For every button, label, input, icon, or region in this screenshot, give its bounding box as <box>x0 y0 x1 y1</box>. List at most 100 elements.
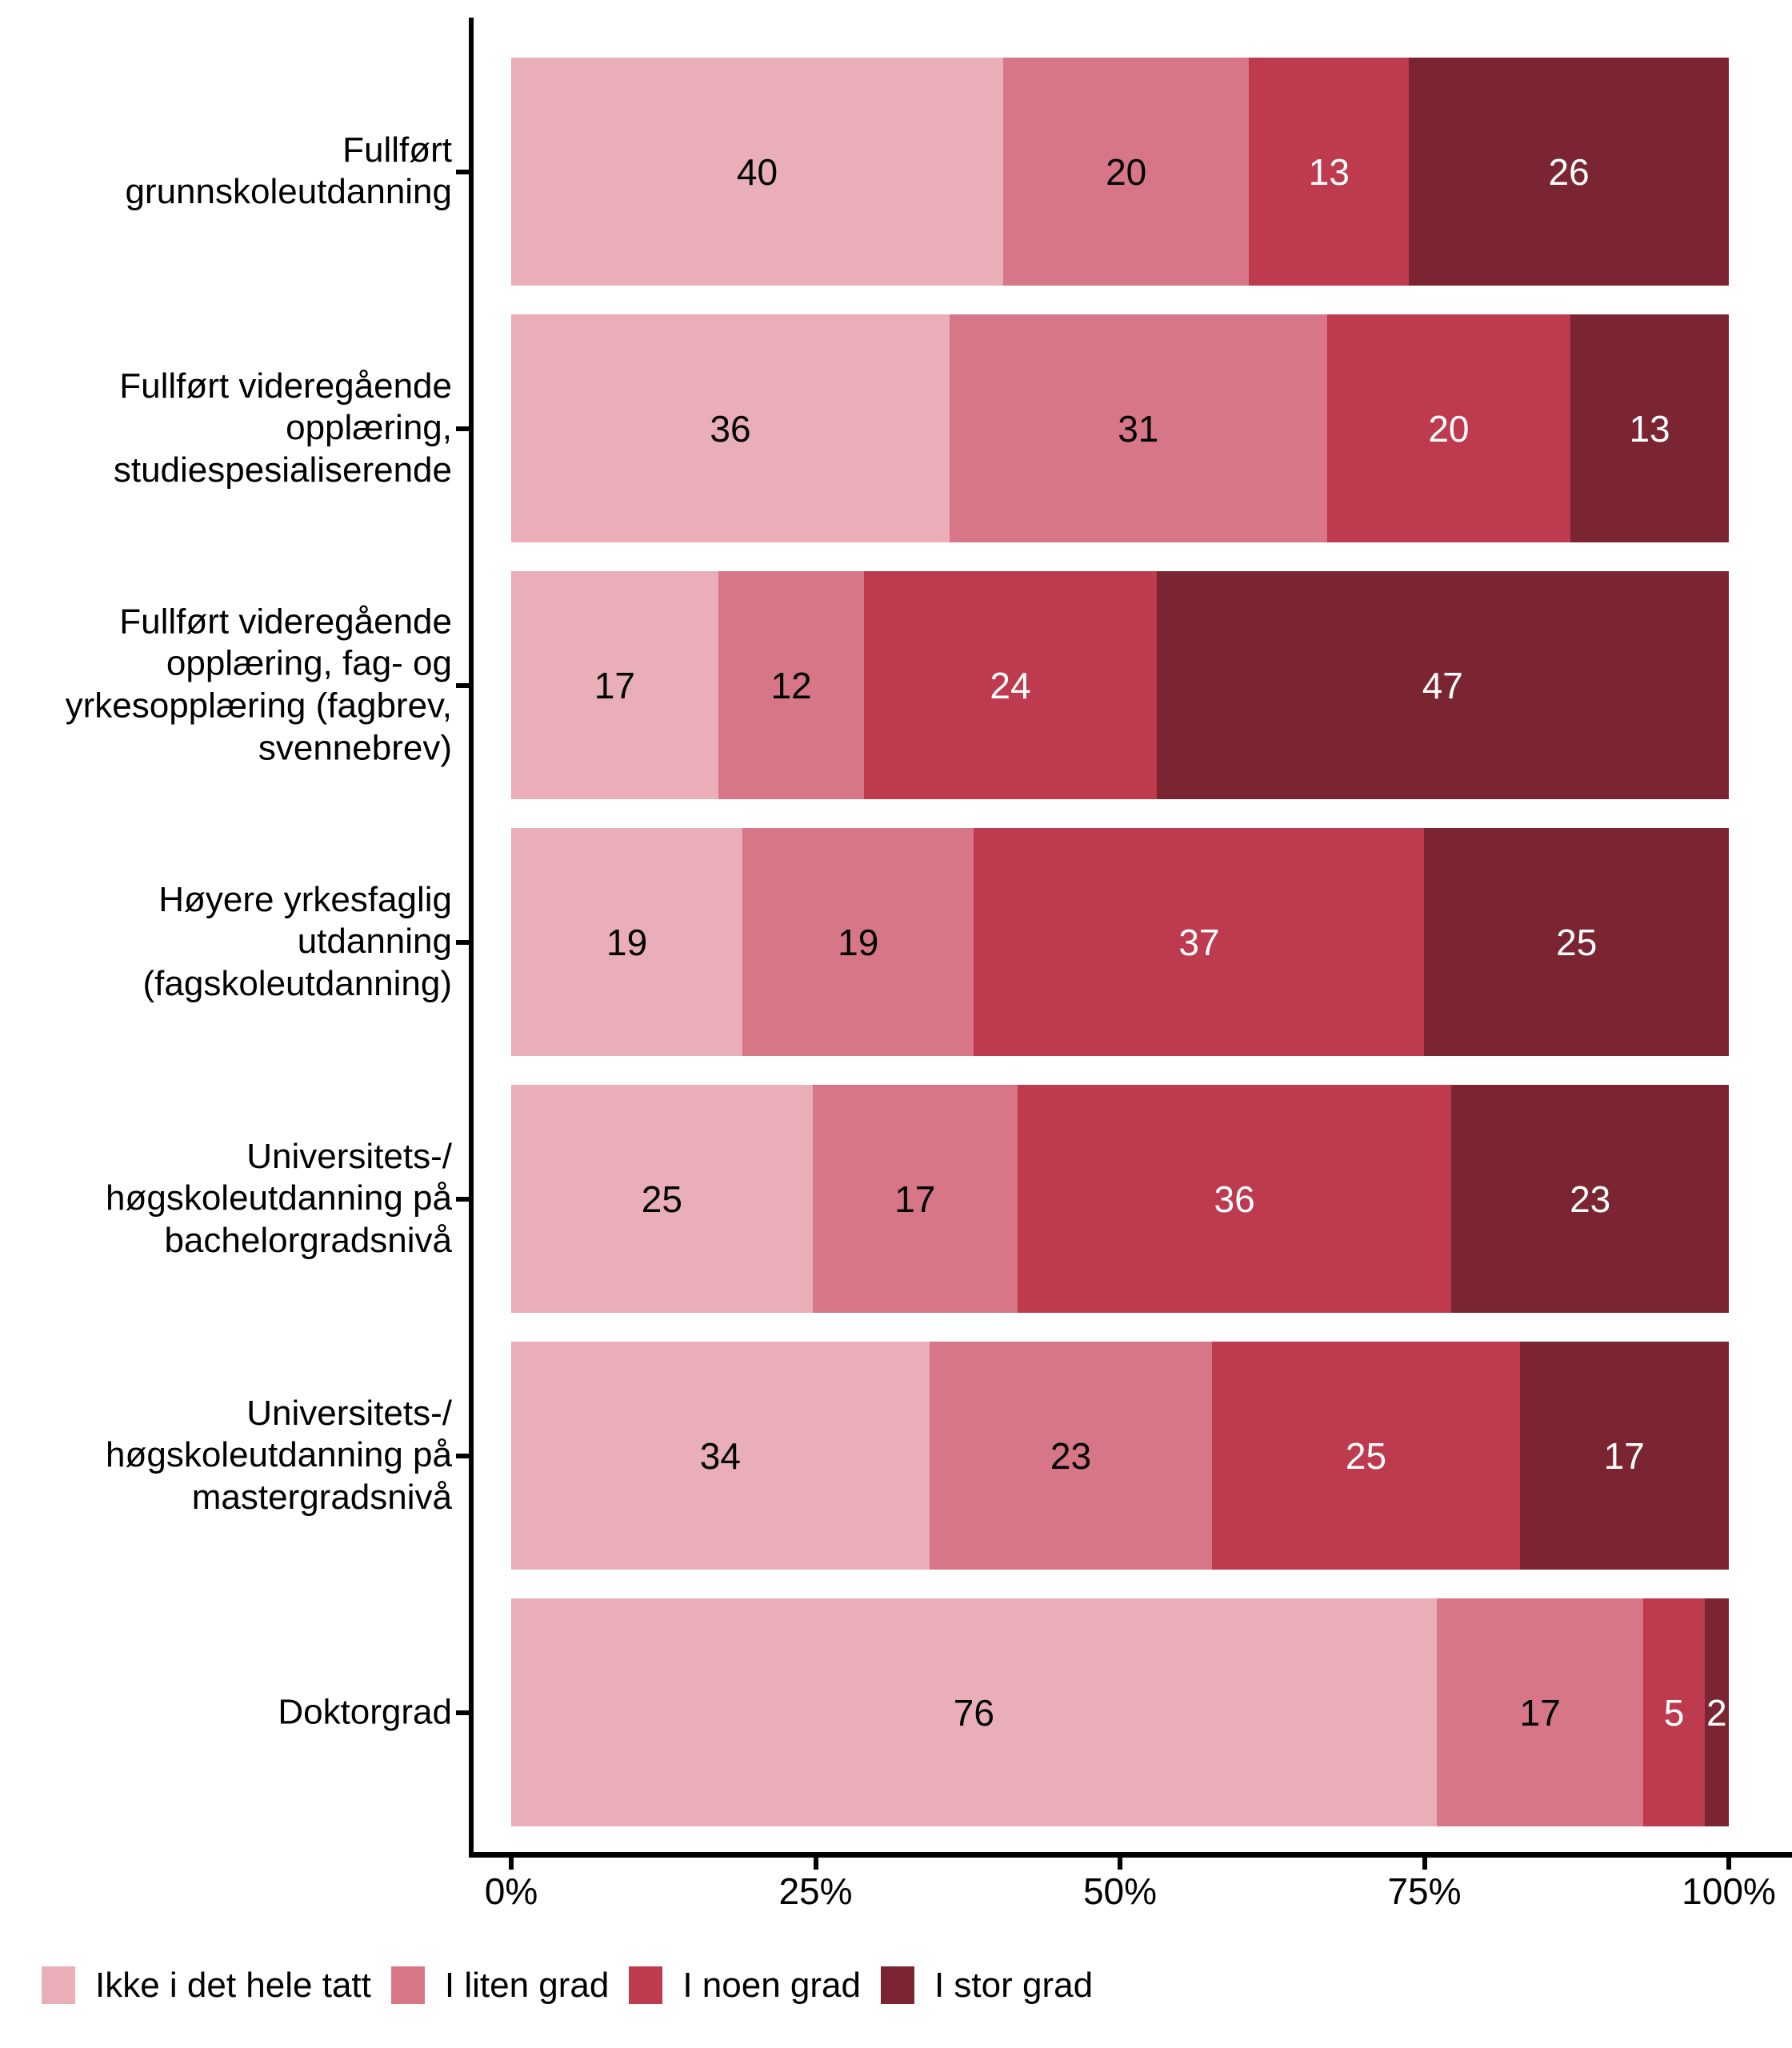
y-axis-tick <box>456 1710 469 1715</box>
segment-value-label: 2 <box>1706 1691 1727 1734</box>
bar-row: 76 17 5 2 <box>511 1598 1729 1826</box>
segment-value-label: 25 <box>1556 921 1598 963</box>
segment-value-label: 23 <box>1570 1178 1611 1220</box>
legend-item: I noen grad <box>629 1966 861 2004</box>
category-label: Høyere yrkesfaglig utdanning (fagskoleut… <box>142 879 452 1003</box>
segment-value-label: 36 <box>1214 1178 1255 1220</box>
y-axis-tick <box>456 169 469 174</box>
bar-segment-3: 36 <box>1017 1085 1452 1313</box>
segment-value-label: 47 <box>1422 664 1463 706</box>
segment-value-label: 36 <box>710 407 751 450</box>
segment-value-label: 34 <box>699 1434 741 1477</box>
bar-segment-1: 76 <box>511 1598 1437 1826</box>
bar-segment-1: 36 <box>511 314 950 542</box>
bar-segment-2: 17 <box>812 1085 1018 1313</box>
segment-value-label: 26 <box>1548 150 1590 193</box>
x-axis-tick-label: 25% <box>778 1870 853 1912</box>
segment-value-label: 17 <box>1519 1691 1561 1734</box>
legend-label: I noen grad <box>682 1965 861 2005</box>
legend-swatch <box>42 1966 75 2004</box>
bar-row: 40 20 13 26 <box>511 58 1729 286</box>
segment-value-label: 31 <box>1118 407 1159 450</box>
plot-panel: 40 20 13 26 36 31 20 13 17 12 24 47 19 19 37 25 25 17 36 23… <box>469 18 1792 1858</box>
bar-segment-2: 31 <box>949 314 1327 542</box>
bar-segment-3: 37 <box>974 828 1425 1056</box>
y-axis-tick <box>456 939 469 945</box>
segment-value-label: 76 <box>953 1691 994 1734</box>
segment-value-label: 25 <box>641 1178 682 1220</box>
legend-swatch <box>629 1966 663 2004</box>
bar-row: 36 31 20 13 <box>511 314 1729 542</box>
segment-value-label: 13 <box>1629 407 1670 450</box>
legend-label: Ikke i det hele tatt <box>95 1965 371 2005</box>
bar-segment-1: 40 <box>511 58 1003 286</box>
segment-value-label: 20 <box>1106 150 1147 193</box>
x-axis-tick <box>1118 1858 1122 1870</box>
bar-row: 25 17 36 23 <box>511 1085 1729 1313</box>
bar-row: 17 12 24 47 <box>511 571 1729 799</box>
bar-segment-4: 23 <box>1451 1085 1729 1313</box>
x-axis-tick <box>1726 1858 1731 1870</box>
bar-segment-2: 12 <box>718 571 865 799</box>
bar-segment-3: 25 <box>1212 1342 1520 1570</box>
bar-segment-3: 5 <box>1643 1598 1705 1826</box>
bar-segment-4: 13 <box>1570 314 1729 542</box>
category-label: Fullført videregående opplæring, studies… <box>113 366 452 490</box>
category-label: Fullført videregående opplæring, fag- og… <box>65 601 452 768</box>
segment-value-label: 12 <box>770 664 812 706</box>
legend-item: Ikke i det hele tatt <box>42 1966 371 2004</box>
bar-segment-2: 23 <box>929 1342 1213 1570</box>
x-axis-tick-label: 50% <box>1082 1870 1158 1912</box>
y-axis-tick <box>456 1196 469 1202</box>
x-axis-tick <box>1422 1858 1427 1870</box>
segment-value-label: 19 <box>606 921 648 963</box>
legend-item: I liten grad <box>390 1965 610 2005</box>
segment-value-label: 24 <box>990 664 1031 706</box>
legend-swatch <box>390 1966 425 2004</box>
legend-label: I liten grad <box>444 1965 610 2005</box>
bar-segment-4: 25 <box>1424 828 1729 1056</box>
bar-segment-3: 20 <box>1326 314 1571 542</box>
segment-value-label: 20 <box>1428 407 1470 450</box>
category-label: Universitets-/ høgskoleutdanning på mast… <box>106 1393 452 1517</box>
x-axis-tick <box>509 1858 514 1870</box>
bar-row: 19 19 37 25 <box>511 828 1729 1056</box>
category-label: Fullført grunnskoleutdanning <box>125 130 452 212</box>
bar-segment-1: 19 <box>511 828 743 1056</box>
x-axis-tick <box>813 1858 818 1870</box>
bar-segment-2: 20 <box>1002 58 1250 286</box>
bar-segment-4: 26 <box>1409 58 1729 286</box>
y-axis-tick <box>456 1453 469 1458</box>
bar-segment-4: 17 <box>1519 1342 1729 1570</box>
category-label: Doktorgrad <box>278 1692 452 1732</box>
x-axis-tick-label: 100% <box>1682 1870 1776 1912</box>
legend-label: I stor grad <box>934 1965 1094 2005</box>
segment-value-label: 40 <box>736 150 778 193</box>
bar-segment-2: 19 <box>742 828 974 1056</box>
legend-item: I stor grad <box>880 1965 1094 2005</box>
y-axis-tick <box>456 426 469 431</box>
category-label: Universitets-/ høgskoleutdanning på bach… <box>106 1136 452 1260</box>
segment-value-label: 13 <box>1308 150 1350 193</box>
segment-value-label: 17 <box>1603 1434 1645 1477</box>
legend-swatch <box>880 1966 914 2004</box>
segment-value-label: 5 <box>1663 1691 1685 1734</box>
segment-value-label: 37 <box>1178 921 1220 963</box>
bar-segment-4: 2 <box>1704 1598 1729 1826</box>
segment-value-label: 25 <box>1345 1434 1387 1477</box>
bar-segment-3: 13 <box>1249 58 1410 286</box>
legend: Ikke i det hele tatt I liten grad I noen g… <box>42 1966 1093 2004</box>
segment-value-label: 17 <box>594 664 635 706</box>
segment-value-label: 17 <box>894 1178 936 1220</box>
bar-row: 34 23 25 17 <box>511 1342 1729 1570</box>
bar-segment-3: 24 <box>864 571 1157 799</box>
segment-value-label: 23 <box>1050 1434 1092 1477</box>
y-axis-tick <box>456 682 469 688</box>
bar-segment-2: 17 <box>1436 1598 1644 1826</box>
segment-value-label: 19 <box>838 921 879 963</box>
bar-segment-1: 25 <box>511 1085 813 1313</box>
x-axis-tick-label: 0% <box>484 1870 538 1912</box>
bar-segment-4: 47 <box>1156 571 1729 799</box>
bar-segment-1: 17 <box>511 571 718 799</box>
